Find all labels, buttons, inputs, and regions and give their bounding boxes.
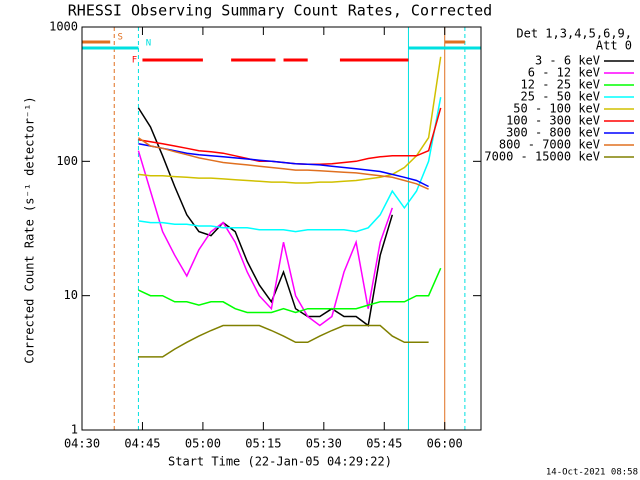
x-tick-label: 06:00 — [427, 437, 463, 451]
x-tick-label: 05:00 — [185, 437, 221, 451]
timestamp: 14-Oct-2021 08:58 — [546, 468, 638, 478]
legend-label: 100 - 300 keV — [506, 114, 600, 128]
legend-label: 300 - 800 keV — [506, 126, 600, 140]
y-tick-label: 1 — [71, 423, 78, 437]
legend-label: 12 - 25 keV — [521, 78, 600, 92]
legend-label: 25 - 50 keV — [521, 90, 600, 104]
legend-label: 50 - 100 keV — [513, 102, 600, 116]
attenuator: Att 0 — [596, 39, 632, 53]
flag-label: F — [132, 56, 137, 66]
x-tick-label: 04:30 — [64, 437, 100, 451]
series-line — [137, 107, 394, 327]
chart-title: RHESSI Observing Summary Count Rates, Co… — [68, 2, 492, 20]
series-line — [138, 267, 442, 314]
series-line — [138, 324, 429, 358]
y-tick-label: 1000 — [49, 20, 78, 34]
y-tick-label: 10 — [64, 288, 78, 302]
series-line — [138, 107, 442, 166]
flag-label: S — [118, 33, 123, 43]
plot-frame — [81, 26, 482, 431]
legend-label: 800 - 7000 keV — [499, 138, 600, 152]
y-tick-label: 100 — [56, 154, 78, 168]
x-tick-label: 04:45 — [124, 437, 160, 451]
legend-label: 3 - 6 keV — [535, 54, 600, 68]
x-tick-label: 05:15 — [245, 437, 281, 451]
series-line — [137, 137, 429, 190]
x-axis-label: Start Time (22-Jan-05 04:29:22) — [168, 455, 392, 469]
legend-label: 6 - 12 keV — [528, 66, 600, 80]
x-tick-label: 05:45 — [366, 437, 402, 451]
series-line — [138, 97, 442, 233]
flag-label: N — [146, 39, 151, 49]
y-axis-label: Corrected Count Rate (s⁻¹ detector⁻¹) — [23, 96, 37, 363]
detectors: Det 1,3,4,5,6,9, — [516, 27, 632, 41]
legend-label: 7000 - 15000 keV — [484, 150, 600, 164]
x-tick-label: 05:30 — [306, 437, 342, 451]
series-line — [137, 150, 394, 327]
series-line — [138, 143, 429, 188]
series-line — [138, 56, 442, 184]
